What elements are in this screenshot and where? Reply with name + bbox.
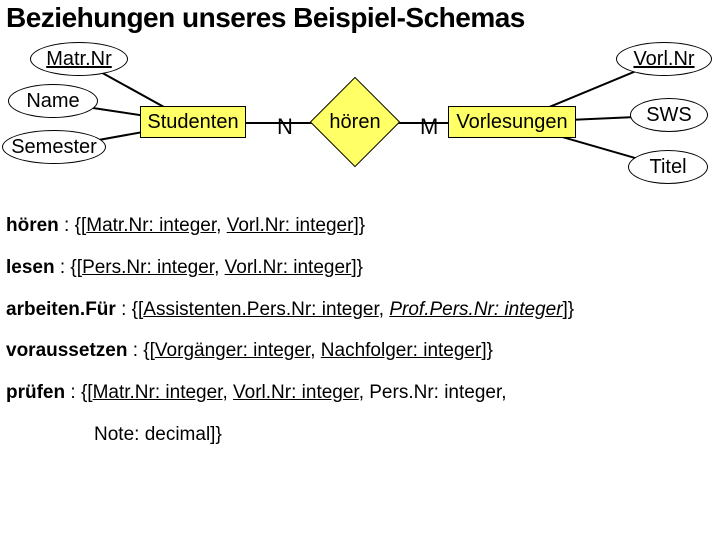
schema-segment: , <box>310 340 321 361</box>
cardinality-right: M <box>420 114 438 140</box>
attribute-sws: SWS <box>630 98 708 132</box>
attribute-name: Name <box>8 84 98 118</box>
relation-schema-continuation: Note: decimal]} <box>6 423 714 447</box>
attribute-label: Matr.Nr <box>46 48 112 71</box>
attribute-label: Vorl.Nr <box>633 48 694 71</box>
entity-studenten: Studenten <box>140 106 246 138</box>
schema-segment: ]} <box>353 215 365 236</box>
schema-segment: Vorl.Nr: integer <box>233 382 359 403</box>
schema-segment: ]} <box>351 257 363 278</box>
relation-name: lesen <box>6 257 55 278</box>
relation-schema: arbeiten.Für : {[Assistenten.Pers.Nr: in… <box>6 298 714 322</box>
relation-schema: prüfen : {[Matr.Nr: integer, Vorl.Nr: in… <box>6 381 714 405</box>
entity-vorlesungen: Vorlesungen <box>448 106 576 138</box>
relationship-hoeren: hören <box>310 97 400 147</box>
schema-segment: : {[ <box>127 340 154 361</box>
schema-segment: Prof.Pers.Nr: integer <box>389 299 562 320</box>
schema-segment: Matr.Nr: integer <box>86 215 216 236</box>
er-diagram: Studenten Vorlesungen hören N M Matr.Nr Name Se… <box>0 40 720 210</box>
schema-segment: : {[ <box>55 257 82 278</box>
schema-segment: Vorl.Nr: integer <box>225 257 352 278</box>
schema-segment: Pers.Nr: integer <box>82 257 214 278</box>
relation-name: voraussetzen <box>6 340 127 361</box>
attribute-label: Name <box>26 90 79 113</box>
schema-segment: , <box>216 215 227 236</box>
schema-segment: Nachfolger: integer <box>321 340 482 361</box>
schema-segment: Vorl.Nr: integer <box>227 215 354 236</box>
relation-name: arbeiten.Für <box>6 299 116 320</box>
attribute-label: Semester <box>11 136 97 159</box>
schema-segment: ]} <box>481 340 493 361</box>
schema-segment: : {[ <box>65 382 92 403</box>
schema-segment: Vorgänger: integer <box>155 340 310 361</box>
schema-segment: : {[ <box>116 299 143 320</box>
attribute-label: Titel <box>649 156 686 179</box>
cardinality-left: N <box>277 114 293 140</box>
schema-segment: Matr.Nr: integer <box>93 382 223 403</box>
relation-name: hören <box>6 215 59 236</box>
relation-schema-list: hören : {[Matr.Nr: integer, Vorl.Nr: int… <box>0 210 720 447</box>
attribute-label: SWS <box>646 104 692 127</box>
schema-segment: : {[ <box>59 215 86 236</box>
page-title: Beziehungen unseres Beispiel-Schemas <box>0 0 720 40</box>
relationship-label: hören <box>310 97 400 147</box>
attribute-matrnr: Matr.Nr <box>30 42 128 76</box>
schema-segment: Note: decimal]} <box>94 424 222 445</box>
schema-segment: , Pers.Nr: integer, <box>359 382 507 403</box>
relation-schema: voraussetzen : {[Vorgänger: integer, Nac… <box>6 339 714 363</box>
attribute-titel: Titel <box>628 150 708 184</box>
relation-name: prüfen <box>6 382 65 403</box>
relation-schema: lesen : {[Pers.Nr: integer, Vorl.Nr: int… <box>6 256 714 280</box>
schema-segment: , <box>214 257 225 278</box>
relation-schema: hören : {[Matr.Nr: integer, Vorl.Nr: int… <box>6 214 714 238</box>
schema-segment: ]} <box>563 299 575 320</box>
schema-segment: , <box>222 382 233 403</box>
attribute-vorlnr: Vorl.Nr <box>616 42 712 76</box>
schema-segment: , <box>379 299 390 320</box>
schema-segment: Assistenten.Pers.Nr: integer <box>143 299 379 320</box>
attribute-semester: Semester <box>2 130 106 164</box>
